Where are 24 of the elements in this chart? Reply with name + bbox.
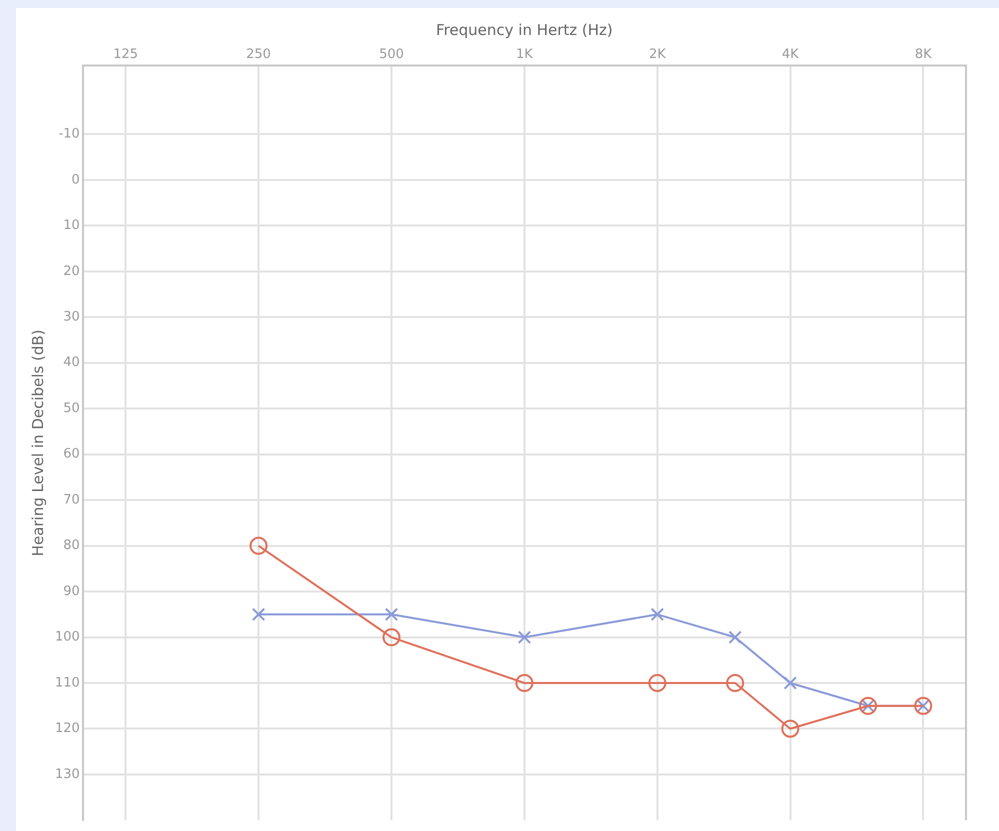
y-tick-label: 130 (54, 766, 80, 782)
y-tick-label: 120 (54, 721, 80, 736)
y-tick-label: 100 (54, 630, 80, 645)
x-tick-label: 4K (782, 47, 800, 62)
y-tick-label: 50 (63, 400, 80, 416)
y-tick-label: 20 (63, 264, 80, 279)
y-tick-label: 10 (63, 218, 80, 234)
y-tick-label: 80 (63, 538, 80, 554)
y-tick-label: 110 (54, 675, 80, 690)
x-axis-title: Frequency in Hertz (Hz) (436, 20, 613, 39)
y-tick-label: 30 (63, 310, 80, 325)
x-tick-label: 250 (246, 47, 271, 62)
x-tick-label: 500 (379, 47, 404, 62)
y-tick-label: 90 (63, 584, 80, 599)
y-tick-label: 40 (63, 355, 80, 370)
y-tick-label: -10 (58, 126, 80, 142)
x-tick-label: 8K (914, 47, 932, 62)
y-tick-label: 70 (63, 492, 80, 508)
y-tick-label: 0 (72, 172, 80, 188)
x-tick-label: 1K (516, 47, 534, 62)
y-tick-label: 60 (63, 446, 80, 462)
y-axis-title: Hearing Level in Decibels (dB) (28, 329, 47, 556)
x-tick-label: 2K (648, 47, 666, 62)
x-tick-label: 125 (113, 47, 138, 62)
